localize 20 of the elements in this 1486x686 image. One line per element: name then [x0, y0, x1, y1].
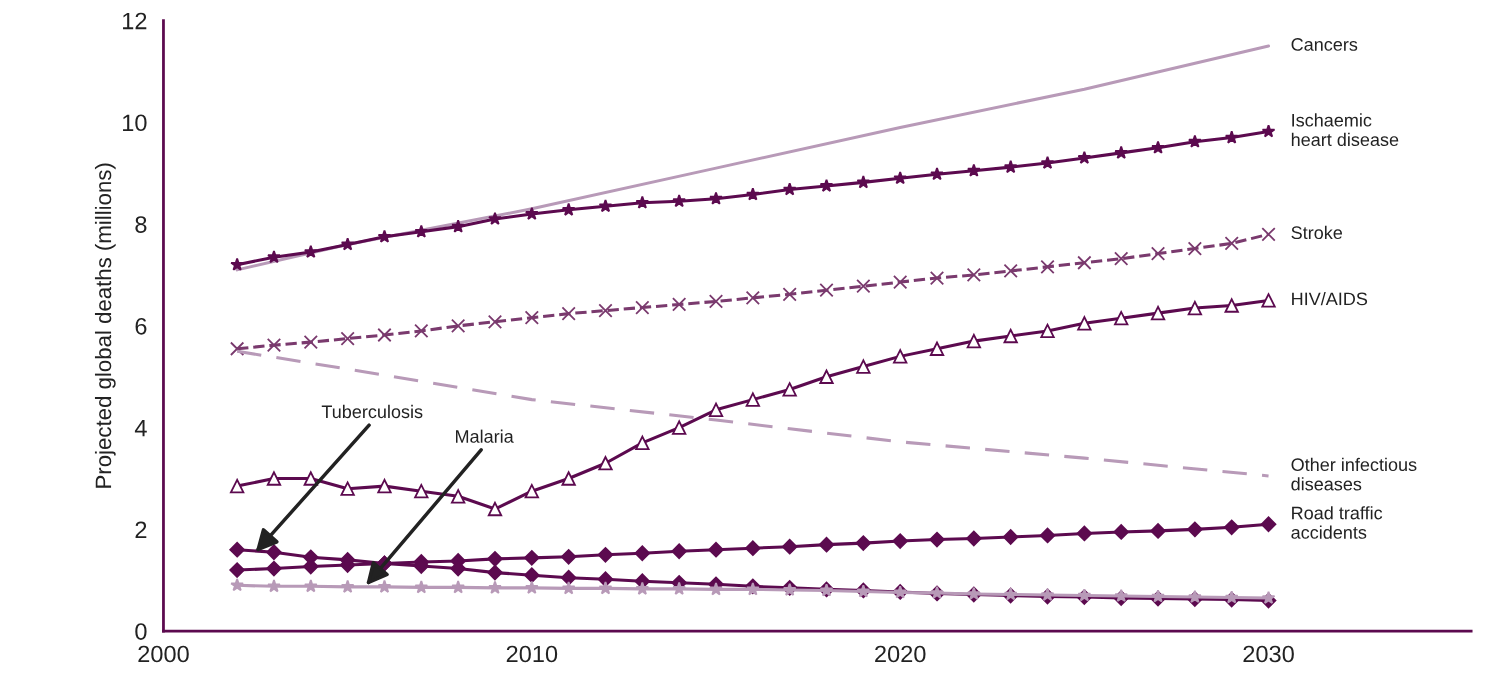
y-tick-label: 4	[134, 419, 147, 437]
y-tick-label: 8	[135, 216, 147, 233]
series-label: Stroke	[1291, 225, 1343, 240]
series-label: Road traffic accidents	[1291, 506, 1383, 539]
x-tick-label: 2020	[875, 645, 926, 663]
series-label: HIV/AIDS	[1292, 292, 1368, 306]
series-label: Other infectious diseases	[1291, 457, 1417, 491]
y-axis-title: Projected global deaths (millions)	[94, 163, 116, 488]
series-label: Cancers	[1291, 38, 1358, 51]
y-tick-label: 10	[123, 114, 147, 132]
annotation: Malaria	[456, 429, 514, 443]
x-tick-label: 2000	[138, 645, 189, 663]
x-tick-label: 2010	[506, 645, 558, 663]
y-tick-label: 6	[135, 317, 147, 335]
annotation: Tuberculosis	[321, 404, 423, 419]
y-tick-label: 12	[123, 12, 147, 30]
y-tick-label: 2	[135, 521, 147, 538]
series-label: Ischaemic heart disease	[1291, 113, 1399, 147]
y-tick-label: 0	[135, 623, 147, 640]
x-tick-label: 2030	[1243, 645, 1294, 663]
